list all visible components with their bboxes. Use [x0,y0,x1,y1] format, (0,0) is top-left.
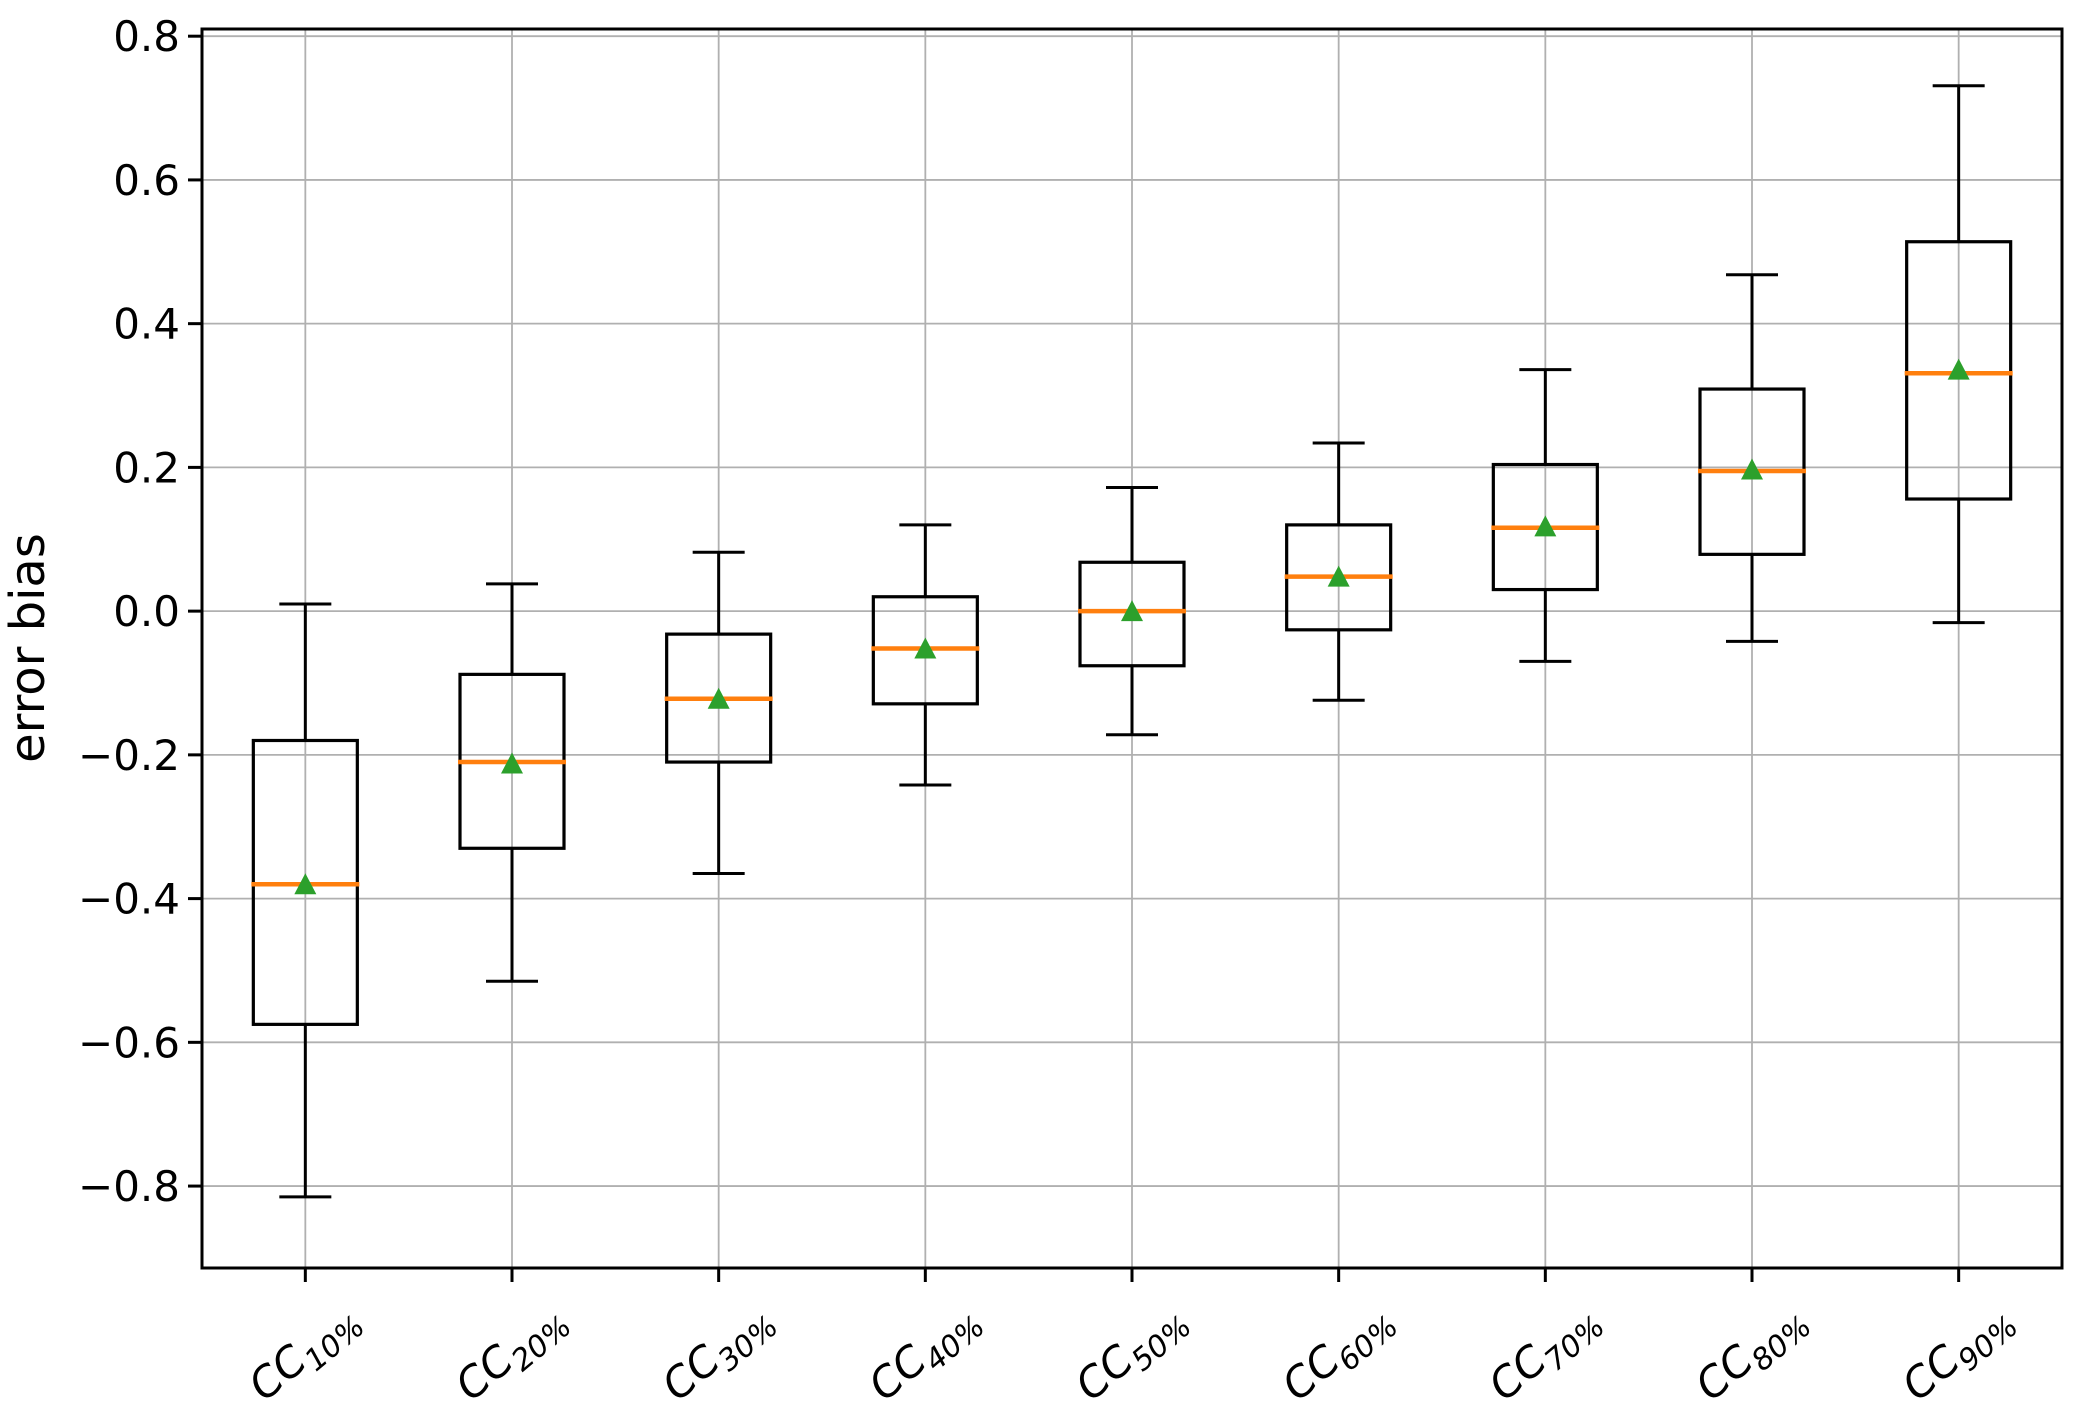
iqr-box [1905,240,2013,501]
x-axis-ticks: CC10% CC20% CC30% CC40% CC50% CC60% CC70% CC80%… [239,1268,2026,1416]
mean-marker [1741,458,1763,480]
box-group-CC60% [1284,441,1393,702]
y-tick-label: 0.6 [113,156,180,205]
x-tick-label: CC40% [859,1292,992,1416]
box-group-CC70% [1491,368,1600,663]
mean-marker [1947,358,1970,380]
y-tick-label: −0.6 [78,1018,180,1067]
mean-marker [294,873,317,895]
y-tick-label: 0.0 [113,587,180,636]
box-group-CC30% [664,550,773,875]
x-tick-label: CC10% [239,1292,372,1416]
box-group-CC20% [458,582,566,983]
mean-marker [1121,600,1143,622]
y-tick-label: −0.4 [78,875,180,924]
y-tick-label: 0.8 [113,12,180,61]
mean-marker [707,687,730,709]
mean-marker [1534,515,1557,537]
mean-marker [501,752,523,774]
box-group-CC10% [251,602,360,1199]
y-tick-label: −0.8 [78,1162,180,1211]
mean-marker [914,637,937,659]
y-tick-label: 0.4 [113,300,180,349]
y-tick-label: 0.2 [113,443,180,492]
box-group-CC90% [1904,84,2013,625]
box-group-CC80% [1698,273,1806,643]
y-axis-label: error bias [0,533,56,763]
x-tick-label: CC60% [1273,1292,1406,1416]
box-group-CC40% [871,523,980,787]
x-tick-label: CC30% [653,1292,786,1416]
boxes-layer [251,84,2013,1199]
y-axis-ticks: 0.8 0.6 0.4 0.2 0.0 −0.2 −0.4 −0.6 −0.8 [78,12,202,1211]
box-group-CC50% [1078,486,1186,737]
x-tick-label: CC80% [1686,1292,1819,1416]
x-tick-label: CC20% [446,1292,579,1416]
y-tick-label: −0.2 [78,731,180,780]
mean-marker [1327,565,1350,587]
iqr-box [1078,560,1186,668]
x-tick-label: CC90% [1893,1292,2026,1416]
grid-layer [202,29,2062,1268]
x-tick-label: CC70% [1479,1292,1612,1416]
x-tick-label: CC50% [1066,1292,1199,1416]
